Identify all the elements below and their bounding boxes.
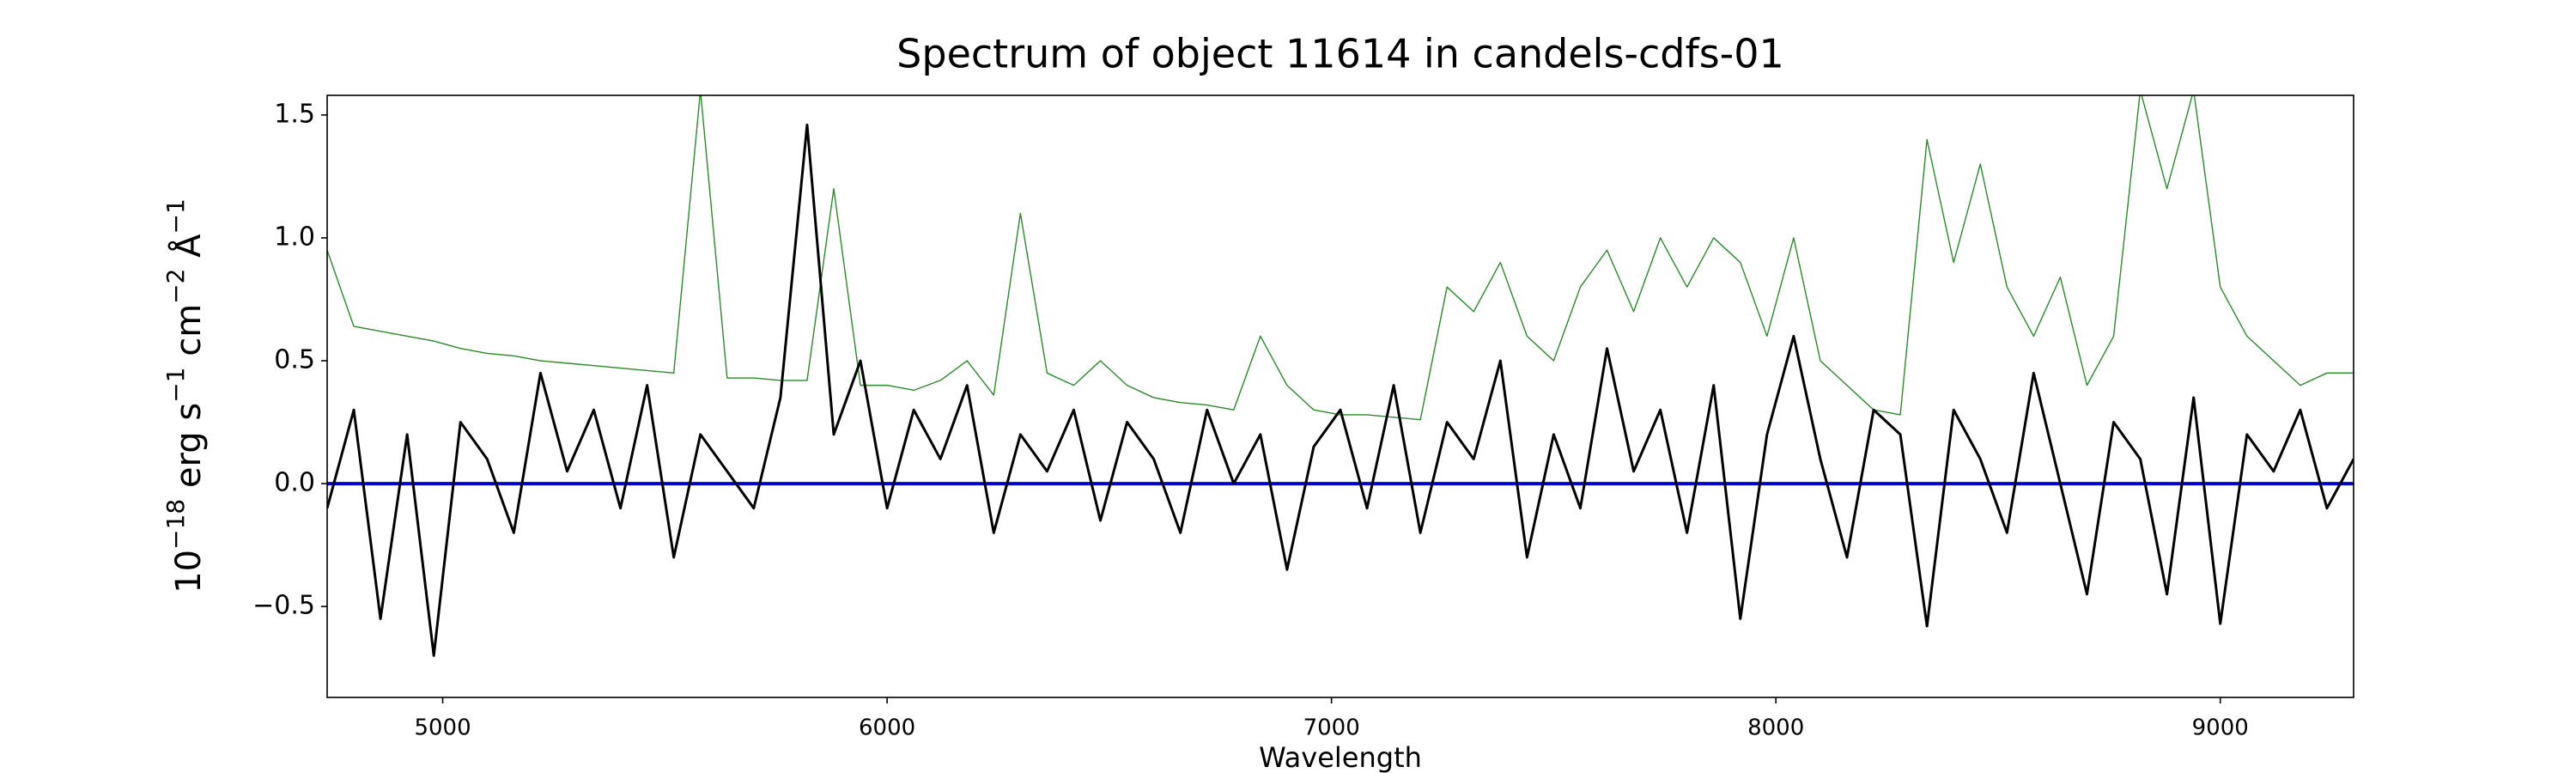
y-tick-label: −0.5 <box>252 591 315 621</box>
y-axis-label-part: 10 <box>169 550 209 593</box>
spectrum-line <box>327 123 2354 657</box>
x-axis-label: Wavelength <box>1259 741 1422 773</box>
x-tick-label: 5000 <box>414 715 471 741</box>
y-tick-label: 1.5 <box>274 99 315 129</box>
x-tick-label: 7000 <box>1303 715 1360 741</box>
x-tick-label: 6000 <box>859 715 915 741</box>
y-tick-label: 0.0 <box>274 468 315 498</box>
y-axis-label-part: erg s <box>169 403 209 499</box>
x-tick-label: 8000 <box>1747 715 1804 741</box>
y-axis-label-part: −2 <box>161 269 190 304</box>
x-tick-label: 9000 <box>2192 715 2249 741</box>
y-axis-label-part: −1 <box>161 198 190 234</box>
y-axis-label-part: −18 <box>161 499 190 550</box>
y-axis-label-part: −1 <box>161 368 190 403</box>
y-axis-label-part: Å <box>167 234 209 269</box>
spectrum-line <box>327 95 2354 421</box>
plot-area <box>327 95 2354 657</box>
plot-frame <box>326 94 2354 698</box>
y-tick-label: 0.5 <box>274 345 315 375</box>
y-axis-label-part: cm <box>169 304 209 368</box>
y-tick-label: 1.0 <box>274 222 315 252</box>
y-axis-label: 10−18 erg s−1 cm−2 Å−1 <box>161 198 210 593</box>
chart-title: Spectrum of object 11614 in candels-cdfs… <box>896 31 1784 77</box>
